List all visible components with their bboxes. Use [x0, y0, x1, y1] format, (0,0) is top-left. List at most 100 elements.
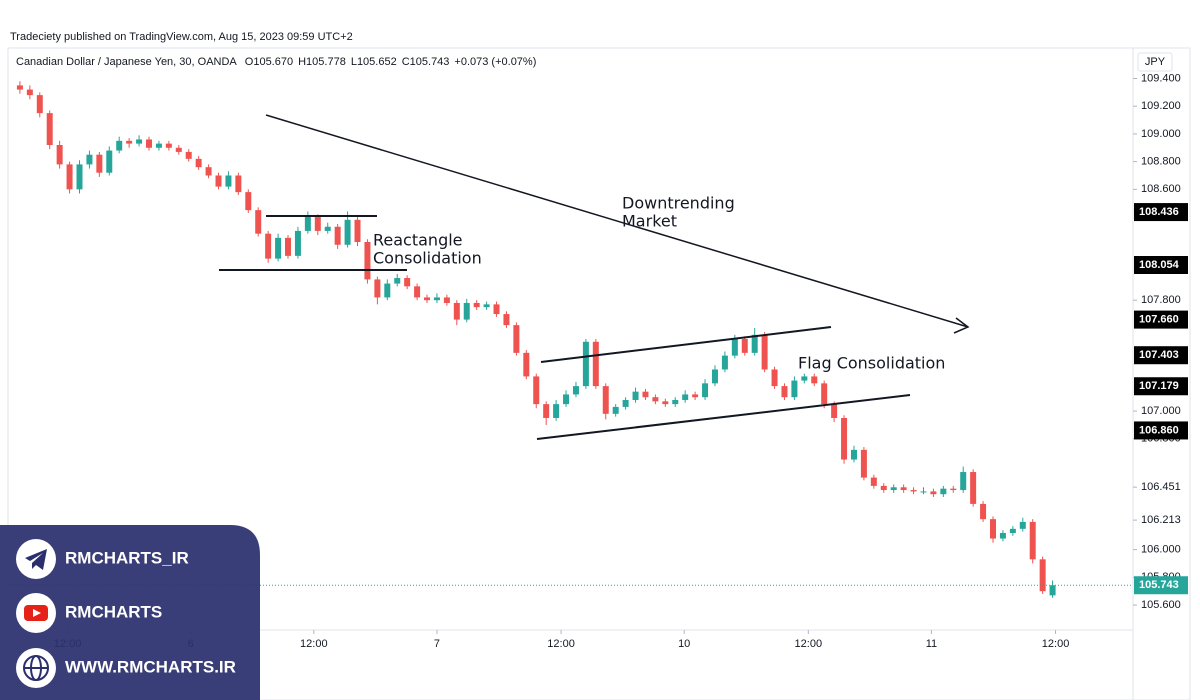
annotation: Downtrending [622, 194, 735, 213]
candle-body [1039, 559, 1046, 592]
candle-body [394, 278, 401, 284]
candle-body [970, 472, 977, 504]
candle-body [682, 394, 689, 400]
candle-body [1019, 521, 1026, 529]
level-label: 106.451 [1141, 481, 1181, 493]
candle-body [523, 352, 530, 377]
candle-body [334, 226, 341, 245]
candle-body [890, 487, 897, 491]
candle-body [1009, 528, 1016, 533]
level-box [1134, 256, 1188, 275]
candle-body [155, 143, 162, 148]
currency-box [1137, 52, 1173, 72]
candle-body [692, 394, 699, 398]
candle-body [900, 487, 907, 491]
candle-body [195, 158, 202, 168]
arrow-head [953, 317, 970, 334]
candle-body [225, 175, 232, 187]
candle-body [384, 283, 391, 298]
level-label: 107.179 [1139, 380, 1179, 392]
x-tick-label: 12:00 [1042, 638, 1070, 650]
overlay-text: RMCHARTS [65, 602, 162, 621]
candle-body [870, 477, 877, 486]
flag-bottom [536, 394, 911, 440]
level-box [1134, 346, 1188, 365]
level-label: 108.054 [1139, 259, 1180, 271]
candle-body [503, 314, 510, 326]
legend-key: L [351, 56, 357, 68]
candle-body [304, 217, 311, 231]
published: Tradeciety published on TradingView.com,… [10, 31, 353, 43]
candle-body [344, 219, 351, 245]
candle-body [145, 139, 152, 148]
x-tick-label: 12:00 [300, 638, 328, 650]
legend-key: H [298, 56, 306, 68]
candle-body [354, 219, 361, 242]
candle-body [116, 140, 123, 151]
candle-body [702, 383, 709, 398]
candle-body [364, 242, 371, 280]
candle-body [811, 376, 818, 384]
legend-value: 105.743 [410, 56, 450, 68]
trend-line [265, 114, 969, 328]
level-box [1134, 421, 1188, 440]
candle-body [66, 164, 73, 190]
candle-body [1029, 521, 1036, 560]
candle-body [294, 230, 301, 256]
watermark-panel: RMCHARTS_IR RMCHARTS WWW.RMCHARTS.IR [0, 525, 260, 700]
candle-body [215, 175, 222, 187]
y-tick-label: 109.200 [1141, 100, 1181, 112]
level-box [1134, 203, 1188, 222]
candle-body [285, 237, 292, 256]
candle-body [245, 192, 252, 211]
last-price-box [1134, 576, 1188, 595]
candle-body [850, 449, 857, 460]
level-box [1134, 310, 1188, 329]
candle-body [235, 175, 242, 193]
candle-body [582, 341, 589, 387]
candle-body [741, 339, 748, 353]
candle-body [860, 449, 867, 478]
candle-body [563, 394, 570, 405]
y-tick-label: 109.000 [1141, 128, 1181, 140]
level-label: 108.436 [1139, 206, 1179, 218]
candle-body [324, 226, 331, 231]
candle-body [751, 334, 758, 353]
level-label: 106.213 [1141, 514, 1181, 526]
candle-body [672, 399, 679, 405]
legend-change: +0.073 (+0.07%) [454, 56, 536, 68]
candle-body [960, 472, 967, 491]
candle-body [1049, 585, 1056, 596]
candle-body [612, 406, 619, 414]
candle-body [424, 297, 431, 301]
candles [16, 81, 1056, 598]
y-tick-label: 107.800 [1141, 294, 1181, 306]
candle-body [910, 490, 917, 492]
candle-body [433, 297, 440, 301]
overlay-text: RMCHARTS_IR [65, 548, 189, 567]
candle-body [622, 399, 629, 407]
x-tick-label: 12:00 [795, 638, 823, 650]
candle-body [940, 488, 947, 495]
candle-body [26, 89, 33, 96]
candle-body [771, 369, 778, 387]
annotation: Market [622, 212, 677, 231]
panel [0, 525, 260, 700]
candle-body [205, 167, 212, 176]
legend-value: 105.778 [306, 56, 346, 68]
candle-body [56, 145, 63, 165]
candle-body [791, 380, 798, 398]
candle-body [602, 386, 609, 414]
candle-body [414, 286, 421, 298]
candle-body [185, 151, 192, 159]
legend-key: C [402, 56, 410, 68]
candle-body [652, 397, 659, 402]
y-tick-label: 105.600 [1141, 599, 1181, 611]
candle-body [314, 217, 321, 231]
candle-body [642, 391, 649, 398]
overlay-text: WWW.RMCHARTS.IR [65, 657, 236, 676]
candle-body [999, 533, 1006, 539]
flag-top [540, 326, 832, 363]
candle-body [404, 278, 411, 287]
candle-body [781, 386, 788, 398]
